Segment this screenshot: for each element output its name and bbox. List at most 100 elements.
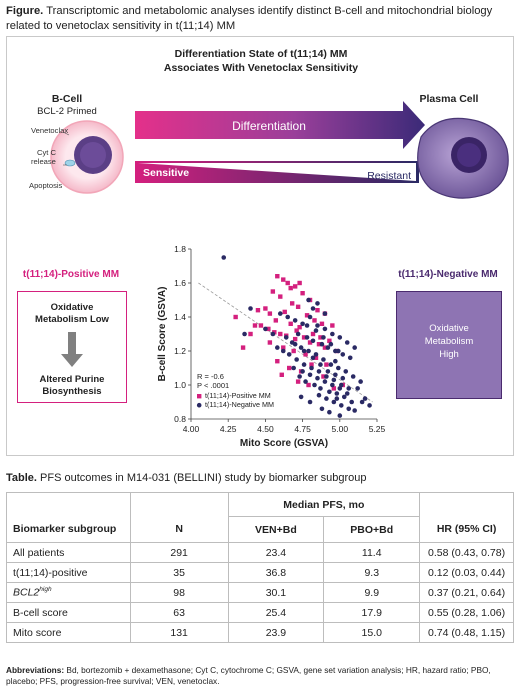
figure-caption: Figure. Transcriptomic and metabolomic a… — [6, 4, 516, 34]
right-group-label: t(11;14)-Negative MM — [398, 269, 498, 280]
scatter-point-negative — [334, 391, 340, 396]
mechanism-apoptosis: Apoptosis — [29, 181, 63, 190]
scatter-point-positive — [309, 362, 314, 367]
cell-subgroup: All patients — [6, 542, 131, 563]
scatter-point-negative — [310, 355, 316, 361]
cell-subgroup: t(11;14)-positive — [6, 562, 131, 583]
scatter-point-negative — [352, 408, 357, 413]
left-box-top-line2: Metabolism Low — [35, 314, 109, 325]
abbreviations: Abbreviations: Bd, bortezomib + dexameth… — [6, 665, 514, 687]
header-n: N — [129, 516, 229, 543]
cell-ven: 30.1 — [227, 582, 325, 603]
legend-label: t(11;14)-Positive MM — [205, 391, 271, 400]
scatter-point-negative — [340, 352, 346, 357]
scatter-point-positive — [297, 280, 302, 286]
trend-line — [198, 282, 373, 403]
plasma-cell-title: Plasma Cell — [419, 93, 479, 105]
abbreviations-label: Abbreviations: — [6, 665, 65, 675]
scatter-point-positive — [273, 318, 279, 323]
diagram-title: Differentiation State of t(11;14) MM Ass… — [7, 47, 515, 75]
x-axis-title: Mito Score (GSVA) — [240, 438, 328, 449]
cell-n: 63 — [129, 602, 229, 623]
legend-marker-positive — [197, 394, 202, 399]
scatter-point-negative — [359, 399, 365, 405]
scatter-point-negative — [286, 352, 292, 357]
y-tick-label: 1.0 — [174, 380, 186, 390]
cell-pbo: 11.4 — [323, 542, 421, 563]
differentiation-label: Differentiation — [232, 119, 306, 133]
scatter-point-negative — [292, 318, 298, 323]
scatter-point-positive — [313, 355, 319, 360]
cell-n: 291 — [129, 542, 229, 563]
figure-panel: Differentiation State of t(11;14) MM Ass… — [6, 36, 514, 456]
scatter-point-negative — [301, 348, 307, 354]
scatter-point-negative — [330, 331, 335, 337]
cell-pbo: 9.9 — [323, 582, 421, 603]
cell-subgroup-sup: high — [39, 586, 52, 594]
scatter-point-negative — [338, 403, 344, 408]
figure-label: Figure. — [6, 5, 44, 17]
cell-pbo: 15.0 — [323, 622, 421, 643]
cell-ven: 36.8 — [227, 562, 325, 583]
cell-subgroup: B-cell score — [6, 602, 131, 623]
scatter-point-positive — [252, 323, 258, 328]
scatter-chart: 4.00 4.25 4.50 4.75 5.00 5.25 0.8 1.0 1.2 1.4 1.6 1… — [157, 244, 386, 449]
left-box-bottom-line2: Biosynthesis — [42, 386, 102, 397]
cell-hr: 0.37 (0.21, 0.64) — [419, 582, 514, 603]
scatter-point-negative — [367, 403, 372, 408]
scatter-point-negative — [315, 375, 320, 381]
legend-label: t(11;14)-Negative MM — [205, 400, 274, 409]
scatter-point-negative — [328, 362, 334, 367]
scatter-point-positive — [270, 289, 276, 294]
left-box-top-line1: Oxidative — [50, 302, 94, 313]
scatter-point-positive — [288, 321, 293, 326]
scatter-point-negative — [300, 369, 305, 374]
scatter-point-negative — [315, 301, 320, 306]
scatter-point-positive — [319, 321, 325, 326]
scatter-point-positive — [292, 336, 298, 342]
scatter-point-positive — [288, 285, 293, 291]
stats-r: R = -0.6 — [197, 372, 224, 381]
scatter-point-negative — [303, 379, 308, 384]
scatter-point-negative — [344, 391, 350, 396]
down-arrow-icon — [61, 332, 83, 367]
cell-hr: 0.74 (0.48, 1.15) — [419, 622, 514, 643]
scatter-point-negative — [344, 340, 350, 345]
scatter-point-negative — [306, 348, 311, 354]
scatter-point-positive — [233, 314, 238, 320]
scatter-point-positive — [315, 308, 320, 313]
scatter-point-positive — [303, 352, 308, 357]
scatter-point-positive — [294, 328, 299, 333]
scatter-point-negative — [346, 406, 352, 412]
scatter-point-positive — [266, 326, 271, 332]
scatter-point-negative — [347, 355, 353, 361]
scatter-point-negative — [318, 362, 323, 367]
mechanism-cytc: Cyt C — [37, 148, 56, 157]
scatter-point-positive — [310, 331, 316, 337]
scatter-point-negative — [327, 409, 332, 415]
scatter-point-negative — [322, 379, 328, 384]
right-metabolism-box: Oxidative Metabolism High — [396, 291, 502, 399]
scatter-point-positive — [267, 340, 273, 345]
scatter-point-negative — [322, 326, 328, 332]
scatter-point-negative — [304, 335, 310, 340]
scatter-point-negative — [307, 372, 313, 378]
scatter-point-negative — [221, 255, 227, 260]
scatter-point-positive — [331, 386, 337, 391]
scatter-point-positive — [322, 345, 328, 350]
scatter-point-positive — [300, 291, 305, 296]
bcell-title: B-Cell — [51, 93, 83, 105]
scatter-point-positive — [263, 306, 268, 311]
cell-hr: 0.12 (0.03, 0.44) — [419, 562, 514, 583]
scatter-point-positive — [267, 311, 273, 316]
scatter-point-negative — [307, 314, 313, 320]
scatter-point-positive — [292, 284, 298, 289]
scatter-point-negative — [331, 399, 337, 405]
scatter-point-negative — [337, 335, 343, 340]
abbreviations-text: Bd, bortezomib + dexamethasone; Cyt C, c… — [6, 665, 491, 686]
x-tick-label: 4.75 — [294, 424, 311, 434]
table-row: BCL2high 98 30.1 9.9 0.37 (0.21, 0.64) — [6, 582, 514, 603]
scatter-point-negative — [285, 314, 291, 320]
cell-subgroup: BCL2high — [6, 582, 131, 603]
scatter-point-negative — [295, 331, 301, 337]
